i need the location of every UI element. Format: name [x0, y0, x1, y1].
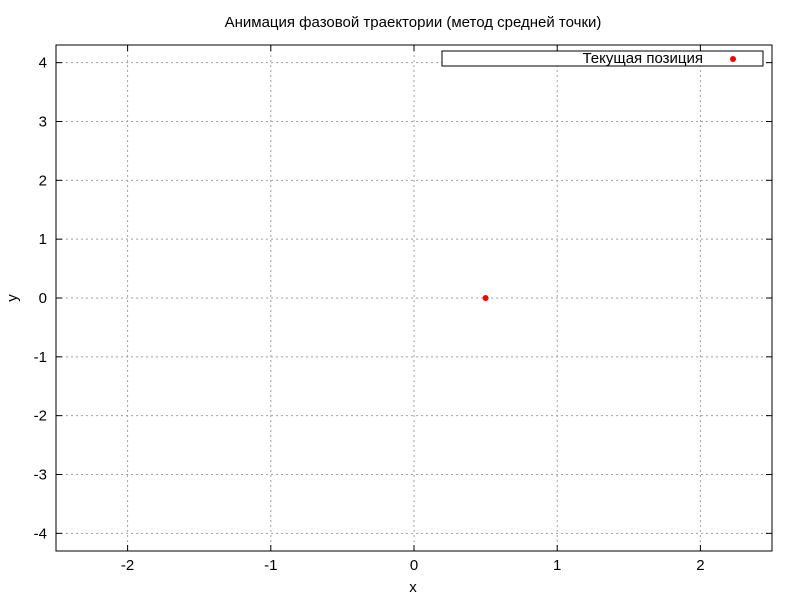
- y-tick-label: -1: [34, 349, 47, 366]
- y-tick-label: 4: [39, 55, 47, 72]
- current-position-point: [482, 295, 489, 301]
- x-axis-label: x: [409, 579, 417, 596]
- x-tick-label: 1: [553, 557, 561, 574]
- x-tick-label: -1: [264, 557, 277, 574]
- legend-box: [441, 50, 764, 67]
- data-points: [482, 295, 489, 301]
- legend-marker-dot: [730, 56, 736, 62]
- legend: Текущая позиция: [441, 50, 764, 67]
- y-tick-label: 0: [39, 290, 47, 307]
- y-tick-label: -4: [34, 525, 47, 542]
- grid-lines: [56, 45, 772, 551]
- y-tick-label: 3: [39, 113, 47, 130]
- axis-ticks: [56, 45, 772, 551]
- y-axis-label: y: [4, 294, 21, 302]
- x-tick-label: -2: [121, 557, 134, 574]
- y-tick-label: 1: [39, 231, 47, 248]
- y-tick-label: -3: [34, 467, 47, 484]
- x-tick-label: 2: [696, 557, 704, 574]
- chart-title: Анимация фазовой траектории (метод средн…: [225, 14, 602, 31]
- y-tick-label: 2: [39, 172, 47, 189]
- legend-marker: [730, 56, 736, 62]
- tick-labels: -2 -1 0 1 2 -4 -3 -2 -1 0 1 2 3 4: [34, 55, 705, 574]
- plot-frame: [55, 44, 773, 552]
- x-tick-label: 0: [410, 557, 418, 574]
- y-tick-label: -2: [34, 408, 47, 425]
- legend-label: Текущая позиция: [582, 50, 703, 67]
